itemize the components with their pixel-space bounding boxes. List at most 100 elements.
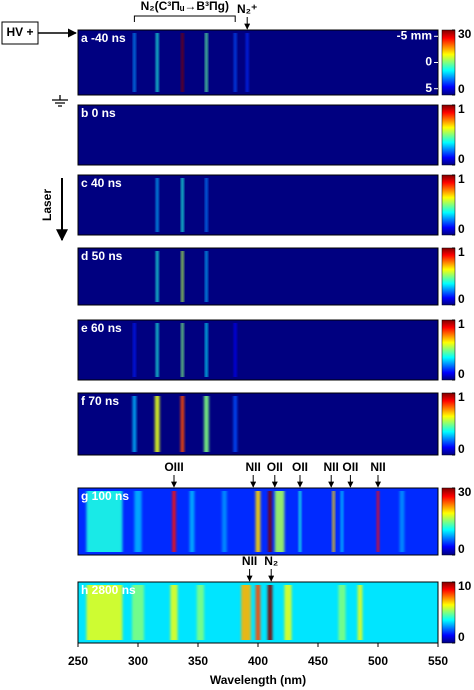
colorbar-tick-label: 1 — [458, 317, 465, 331]
colorbar-tick-label: 0 — [458, 442, 465, 456]
panel-label: e 60 ns — [81, 321, 122, 335]
annotation: NII — [242, 554, 257, 568]
panel-label: g 100 ns — [81, 489, 129, 503]
emission-line — [399, 491, 405, 552]
colorbar — [441, 487, 456, 556]
colorbar — [441, 29, 456, 96]
bracket — [133, 15, 236, 22]
colorbar-tick-label: 0 — [458, 292, 465, 306]
colorbar-tick-label: 10 — [458, 579, 472, 593]
emission-line — [132, 396, 137, 452]
emission-line — [181, 323, 184, 377]
emission-line — [189, 491, 195, 552]
annotation: N₂ — [264, 554, 278, 568]
colorbar-tick-label: 30 — [458, 485, 472, 499]
colorbar-tick-label: 0 — [458, 82, 465, 96]
colorbar-tick-label: 30 — [458, 27, 472, 41]
emission-line — [196, 585, 204, 640]
x-tick-label: 400 — [248, 654, 268, 668]
emission-line — [234, 323, 237, 377]
emission-line — [86, 585, 123, 640]
emission-line — [180, 396, 185, 452]
annotation: OIII — [164, 460, 183, 474]
emission-line — [255, 585, 261, 640]
emission-line — [255, 491, 261, 552]
colorbar-tick-label: 0 — [458, 222, 465, 236]
panel-background — [78, 30, 438, 95]
emission-line — [181, 251, 184, 302]
emission-line — [233, 396, 237, 452]
colorbar — [441, 104, 456, 166]
panel-background — [78, 105, 438, 165]
x-axis-label: Wavelength (nm) — [210, 673, 306, 687]
laser-label: Laser — [40, 189, 54, 221]
colorbar-tick-label: 0 — [458, 542, 465, 556]
emission-line — [340, 491, 344, 552]
annotation: NII — [324, 460, 339, 474]
emission-line — [86, 491, 123, 552]
emission-line — [170, 585, 178, 640]
panel-label: c 40 ns — [81, 176, 122, 190]
colorbar-tick-label: 1 — [458, 245, 465, 259]
colorbar-tick-label: 1 — [458, 102, 465, 116]
colorbar-tick-label: 1 — [458, 390, 465, 404]
y-tick-label: 5 — [425, 81, 432, 95]
source-label: HV + — [6, 25, 33, 39]
emission-line — [132, 585, 144, 640]
emission-line — [156, 178, 159, 232]
panel-background — [78, 393, 438, 455]
y-tick-label: -5 mm — [397, 28, 432, 42]
panel-label: h 2800 ns — [81, 583, 136, 597]
emission-line — [376, 491, 380, 552]
colorbar — [441, 392, 456, 456]
emission-line — [134, 491, 142, 552]
x-tick-label: 250 — [68, 654, 88, 668]
x-tick-label: 300 — [128, 654, 148, 668]
colorbar — [441, 581, 456, 644]
colorbar-tick-label: 0 — [458, 367, 465, 381]
emission-line — [241, 585, 251, 640]
panel-label: b 0 ns — [81, 106, 116, 120]
ground — [52, 95, 68, 107]
annotation: OII — [292, 460, 308, 474]
x-tick-label: 550 — [428, 654, 448, 668]
colorbar-tick-label: 0 — [458, 630, 465, 644]
y-tick-label: 0 — [425, 55, 432, 69]
emission-line — [133, 323, 136, 377]
colorbar-tick-label: 0 — [458, 152, 465, 166]
emission-line — [274, 491, 285, 552]
panel-frame — [77, 319, 439, 381]
panel-background — [78, 248, 438, 305]
emission-line — [181, 33, 184, 92]
annotation: OII — [267, 460, 283, 474]
emission-line — [205, 251, 208, 302]
panel-label: a -40 ns — [81, 31, 126, 45]
emission-line — [172, 491, 176, 552]
annotation: OII — [342, 460, 358, 474]
panel-frame — [77, 392, 439, 456]
emission-line — [298, 491, 302, 552]
colorbar — [441, 319, 456, 381]
panel-label: d 50 ns — [81, 249, 123, 263]
emission-line — [154, 396, 160, 452]
emission-line — [133, 33, 136, 92]
panel-label: f 70 ns — [81, 394, 119, 408]
x-tick-label: 500 — [368, 654, 388, 668]
annotation: NII — [370, 460, 385, 474]
annotation: NII — [246, 460, 261, 474]
colorbar-tick-label: 1 — [458, 172, 465, 186]
annotation: N₂⁺ — [237, 2, 257, 16]
emission-line — [268, 491, 272, 552]
emission-line — [338, 585, 346, 640]
bracket-label: N₂(C³Πᵤ→B³Πg) — [141, 0, 229, 13]
x-tick-label: 450 — [308, 654, 328, 668]
emission-line — [205, 178, 208, 232]
emission-line — [205, 33, 208, 92]
emission-line — [357, 585, 363, 640]
emission-line — [181, 178, 184, 232]
emission-line — [204, 396, 209, 452]
panel-frame — [77, 487, 439, 556]
emission-line — [222, 491, 227, 552]
colorbar — [441, 174, 456, 236]
